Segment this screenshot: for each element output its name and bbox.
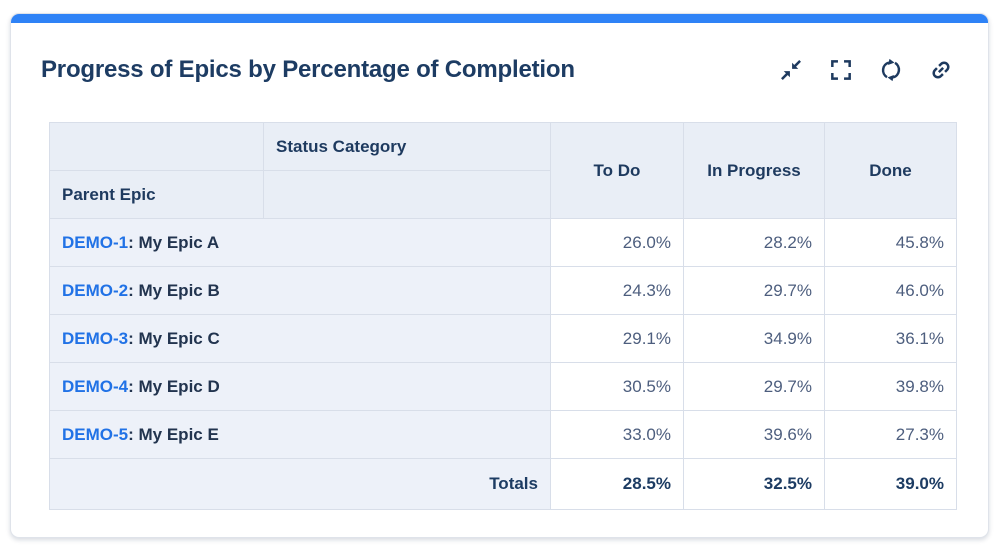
epic-label: DEMO-4: My Epic D [49,362,551,411]
epics-table-wrapper: Status Category To Do In Progress Done P… [49,122,957,510]
done-value: 27.3% [824,410,957,459]
issue-key-link[interactable]: DEMO-2 [62,280,129,300]
inprogress-value: 29.7% [683,266,825,315]
done-value: 45.8% [824,218,957,267]
epic-name: : My Epic D [128,376,220,396]
inprogress-value: 29.7% [683,362,825,411]
column-header-todo: To Do [550,122,684,219]
column-header-done: Done [824,122,957,219]
page-title: Progress of Epics by Percentage of Compl… [41,56,575,83]
row-group-header: Parent Epic [49,170,264,219]
todo-value: 30.5% [550,362,684,411]
refresh-button[interactable] [877,56,904,83]
totals-todo-value: 28.5% [550,458,684,510]
refresh-icon [881,58,900,81]
epic-name: : My Epic B [128,280,220,300]
epics-progress-table: Status Category To Do In Progress Done P… [49,122,957,510]
fullscreen-button[interactable] [827,56,854,83]
issue-key-link[interactable]: DEMO-1 [62,232,129,252]
link-button[interactable] [927,56,954,83]
table-row: DEMO-4: My Epic D 30.5% 29.7% 39.8% [49,362,957,411]
done-value: 36.1% [824,314,957,363]
table-row: DEMO-1: My Epic A 26.0% 28.2% 45.8% [49,218,957,267]
totals-label: Totals [49,458,551,510]
inprogress-value: 34.9% [683,314,825,363]
column-group-header: Status Category [263,122,551,171]
totals-done-value: 39.0% [824,458,957,510]
toolbar [777,56,954,83]
epic-name: : My Epic C [128,328,220,348]
epic-label: DEMO-3: My Epic C [49,314,551,363]
inprogress-value: 28.2% [683,218,825,267]
card-header: Progress of Epics by Percentage of Compl… [11,23,988,86]
inprogress-value: 39.6% [683,410,825,459]
table-row: DEMO-3: My Epic C 29.1% 34.9% 36.1% [49,314,957,363]
epic-label: DEMO-5: My Epic E [49,410,551,459]
issue-key-link[interactable]: DEMO-5 [62,424,129,444]
issue-key-link[interactable]: DEMO-4 [62,376,129,396]
card-accent-bar [11,14,988,23]
totals-inprogress-value: 32.5% [683,458,825,510]
done-value: 46.0% [824,266,957,315]
todo-value: 33.0% [550,410,684,459]
gadget-card: Progress of Epics by Percentage of Compl… [10,13,989,538]
empty-header-cell [263,170,551,219]
done-value: 39.8% [824,362,957,411]
collapse-button[interactable] [777,56,804,83]
totals-row: Totals 28.5% 32.5% 39.0% [49,458,957,510]
epic-label: DEMO-2: My Epic B [49,266,551,315]
table-row: DEMO-2: My Epic B 24.3% 29.7% 46.0% [49,266,957,315]
epic-name: : My Epic E [128,424,219,444]
issue-key-link[interactable]: DEMO-3 [62,328,129,348]
todo-value: 24.3% [550,266,684,315]
column-header-inprogress: In Progress [683,122,825,219]
table-row: DEMO-5: My Epic E 33.0% 39.6% 27.3% [49,410,957,459]
header-row-status-category: Status Category To Do In Progress Done [49,122,957,219]
fullscreen-icon [830,59,851,80]
epic-label: DEMO-1: My Epic A [49,218,551,267]
collapse-icon [780,59,801,80]
link-icon [931,60,950,79]
todo-value: 26.0% [550,218,684,267]
corner-cell [49,122,264,171]
todo-value: 29.1% [550,314,684,363]
epic-name: : My Epic A [128,232,220,252]
